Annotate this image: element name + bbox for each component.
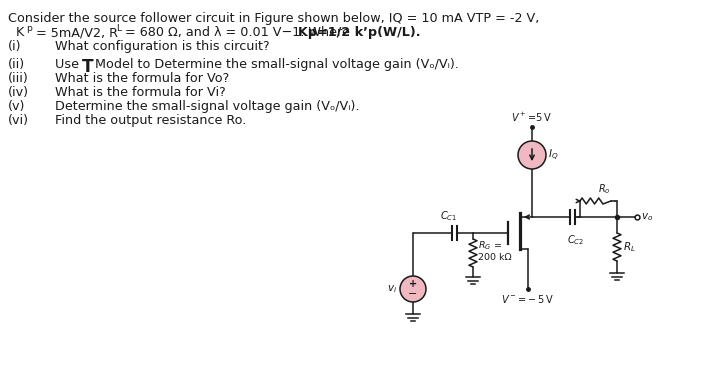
Text: (iii): (iii) bbox=[8, 72, 29, 85]
Text: (i): (i) bbox=[8, 40, 22, 53]
Text: −: − bbox=[408, 289, 418, 299]
Text: $R_G$ =
200 kΩ: $R_G$ = 200 kΩ bbox=[478, 239, 512, 262]
Circle shape bbox=[400, 276, 426, 302]
Text: = 5mA/V2, R: = 5mA/V2, R bbox=[32, 26, 118, 39]
Text: $R_L$: $R_L$ bbox=[623, 240, 636, 254]
Text: Determine the small-signal voltage gain (Vₒ/Vᵢ).: Determine the small-signal voltage gain … bbox=[55, 100, 359, 113]
Text: $v_o$: $v_o$ bbox=[641, 211, 653, 223]
Text: $C_{C2}$: $C_{C2}$ bbox=[567, 233, 584, 247]
Text: Model to Determine the small-signal voltage gain (Vₒ/Vᵢ).: Model to Determine the small-signal volt… bbox=[91, 58, 459, 71]
Text: Use: Use bbox=[55, 58, 83, 71]
Text: Kp=1/2 k’p(W/L).: Kp=1/2 k’p(W/L). bbox=[298, 26, 420, 39]
Text: What is the formula for Vi?: What is the formula for Vi? bbox=[55, 86, 226, 99]
Text: = 680 Ω, and λ = 0.01 V−1. Where: = 680 Ω, and λ = 0.01 V−1. Where bbox=[121, 26, 354, 39]
Text: (iv): (iv) bbox=[8, 86, 29, 99]
Text: What is the formula for Vo?: What is the formula for Vo? bbox=[55, 72, 229, 85]
Text: T: T bbox=[82, 58, 94, 76]
Text: K: K bbox=[8, 26, 24, 39]
Text: $V^+\!=\!5\,\mathrm{V}$: $V^+\!=\!5\,\mathrm{V}$ bbox=[511, 111, 553, 124]
Text: What configuration is this circuit?: What configuration is this circuit? bbox=[55, 40, 270, 53]
Text: $I_Q$: $I_Q$ bbox=[548, 147, 559, 162]
Text: $R_o$: $R_o$ bbox=[597, 182, 610, 196]
Circle shape bbox=[518, 141, 546, 169]
Text: (ii): (ii) bbox=[8, 58, 25, 71]
Text: $v_i$: $v_i$ bbox=[387, 283, 397, 295]
Text: Consider the source follower circuit in Figure shown below, IQ = 10 mA VTP = -2 : Consider the source follower circuit in … bbox=[8, 12, 539, 25]
Text: p: p bbox=[26, 24, 32, 33]
Text: $V^-\!=\!-5\,\mathrm{V}$: $V^-\!=\!-5\,\mathrm{V}$ bbox=[501, 293, 555, 305]
Text: L: L bbox=[116, 24, 121, 33]
Text: $C_{C1}$: $C_{C1}$ bbox=[440, 209, 457, 223]
Text: +: + bbox=[409, 279, 417, 289]
Text: (vi): (vi) bbox=[8, 114, 29, 127]
Text: (v): (v) bbox=[8, 100, 25, 113]
Text: Find the output resistance Ro.: Find the output resistance Ro. bbox=[55, 114, 247, 127]
